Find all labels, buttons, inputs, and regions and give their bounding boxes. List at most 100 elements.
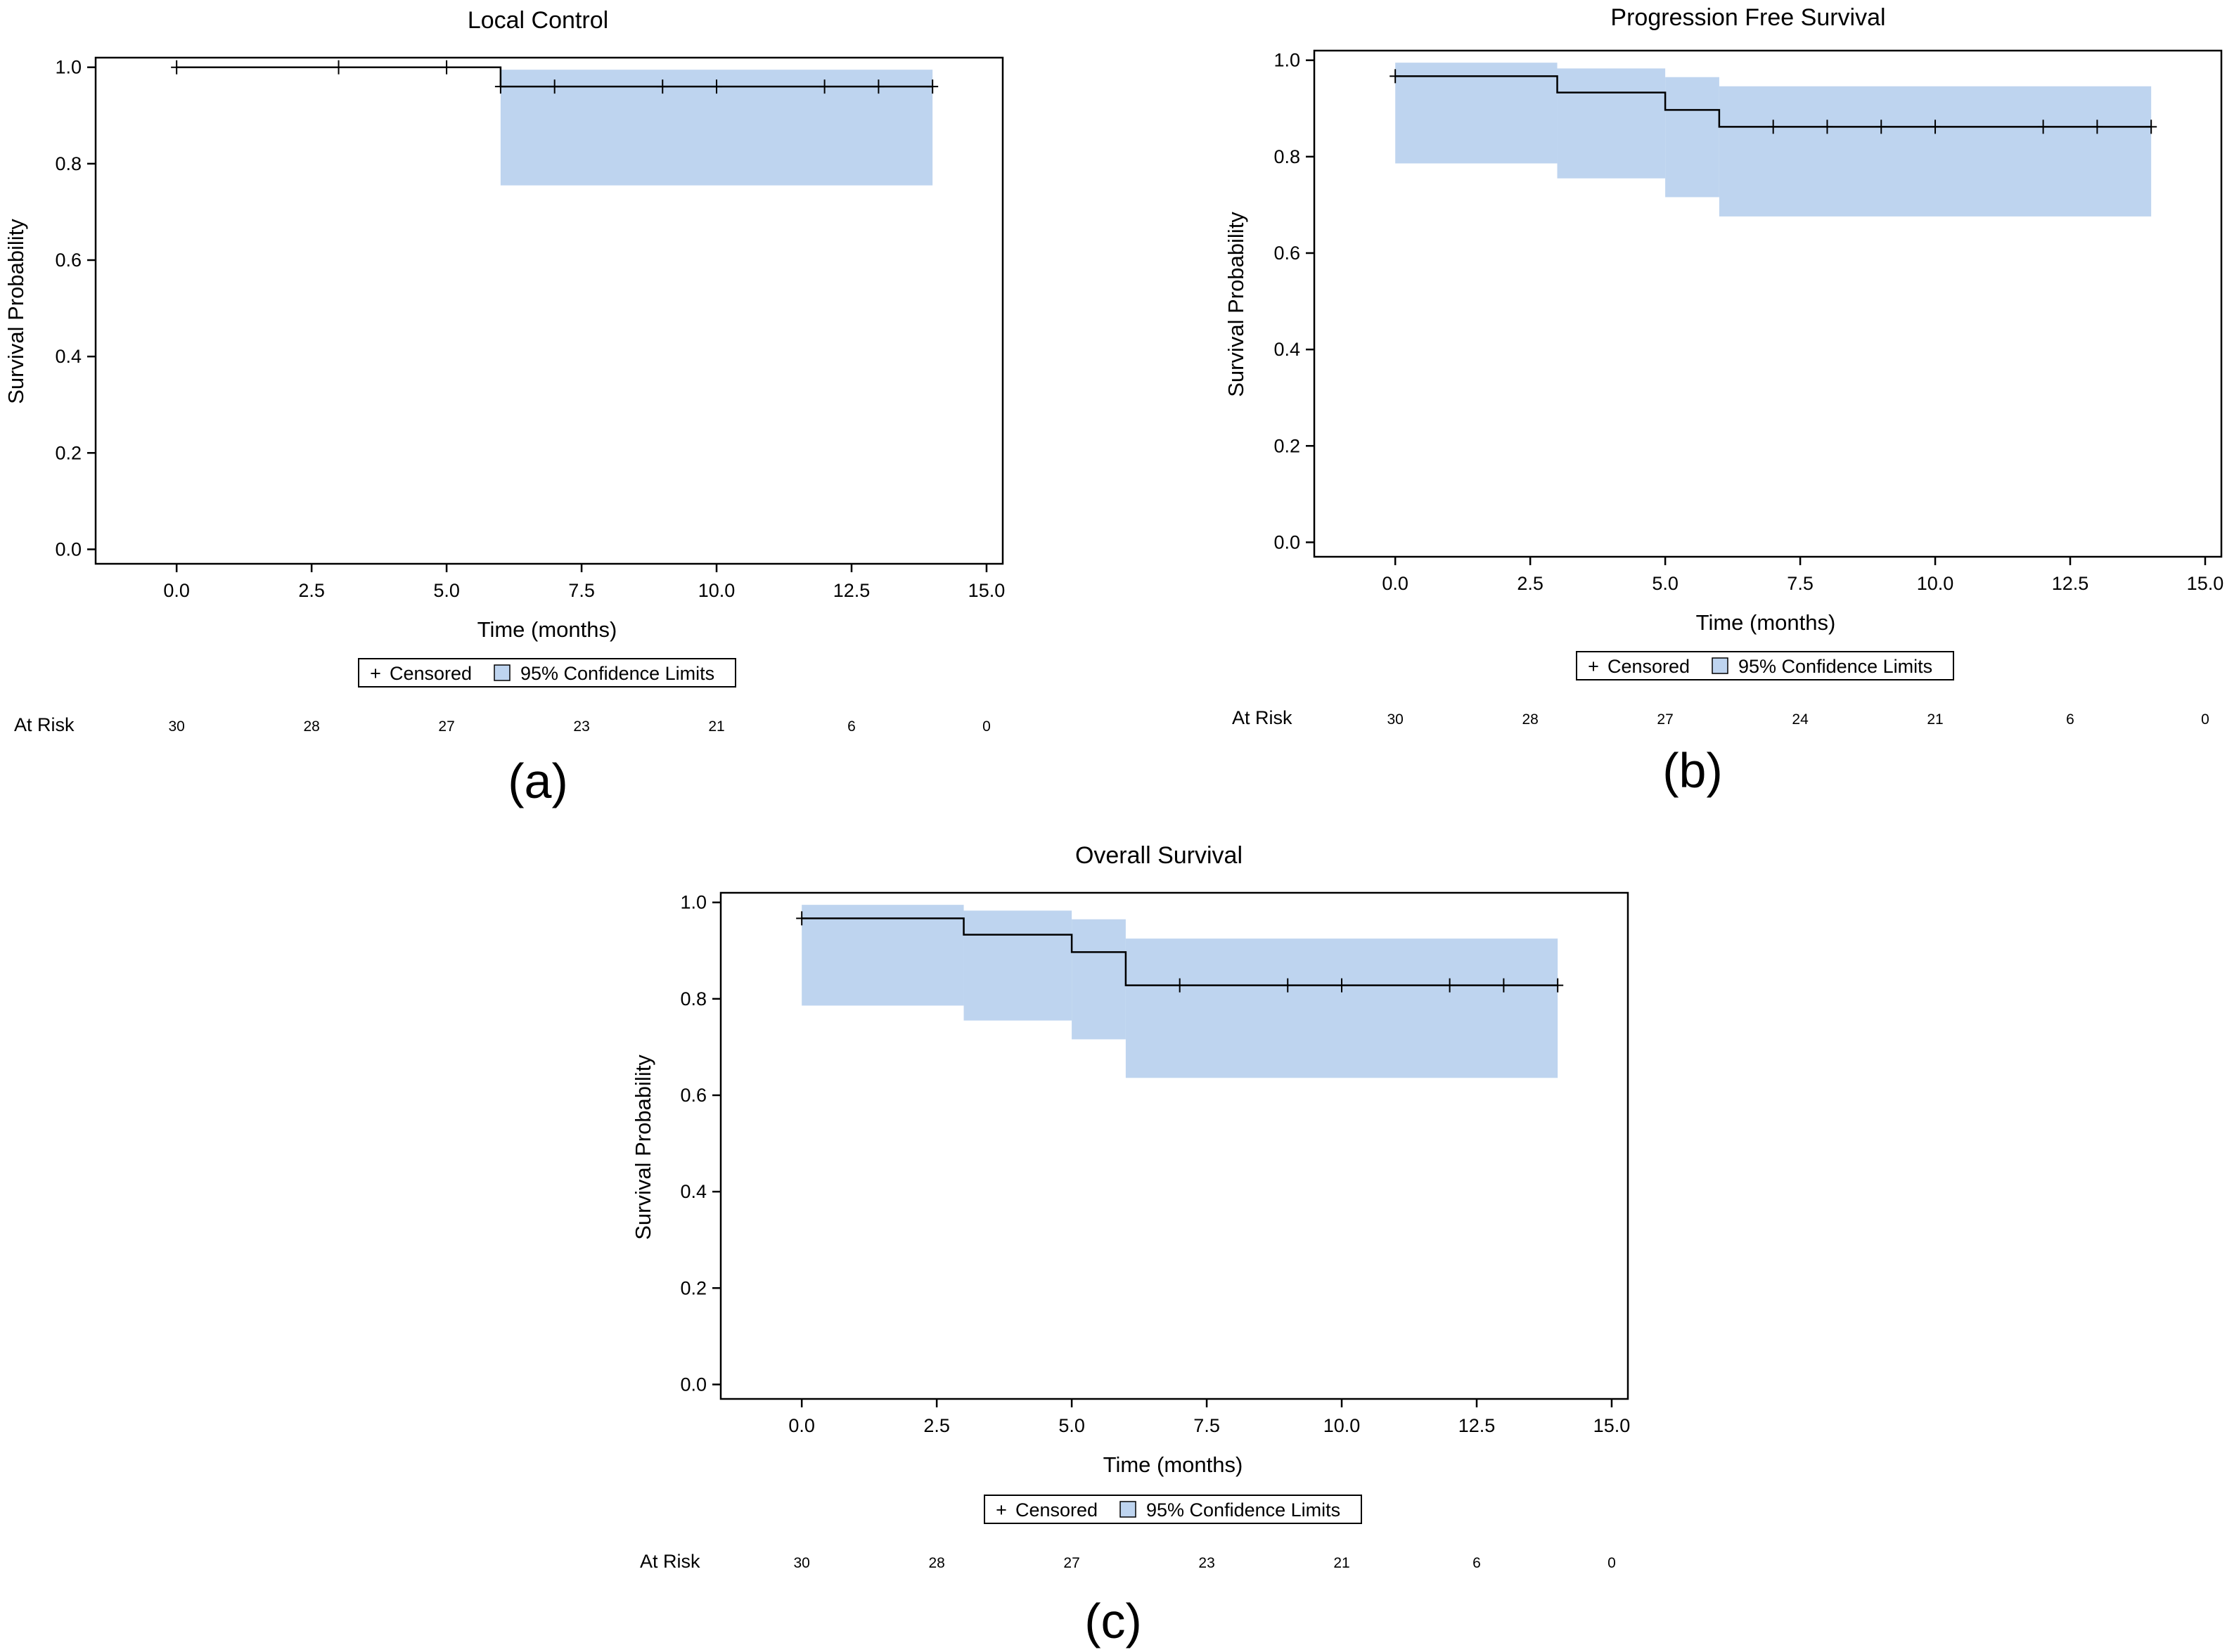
at-risk-value: 0 [2201,711,2209,728]
ci-band-segment-1 [1557,68,1666,179]
censored-marker-3 [494,79,506,94]
censored-marker-5 [2037,120,2049,134]
y-tick-label: 0.4 [680,1181,707,1202]
y-tick-label: 0.8 [55,153,82,174]
ci-band-segment-3 [1125,938,1558,1078]
at-risk-value: 6 [2066,711,2074,728]
y-axis-label: Survival Probability [1224,212,1248,397]
x-tick-label: 7.5 [1193,1415,1220,1436]
y-tick-label: 1.0 [1273,50,1300,71]
legend-ci-label: 95% Confidence Limits [520,663,714,684]
ci-band-segment-1 [963,910,1072,1021]
ci-band-segment-2 [1665,77,1719,198]
ci-band-segment-3 [1719,86,2152,217]
x-tick-label: 12.5 [2052,573,2089,594]
x-tick-label: 7.5 [568,580,595,601]
y-tick-label: 0.6 [55,250,82,271]
x-tick-label: 0.0 [163,580,190,601]
x-tick-label: 10.0 [698,580,736,601]
y-tick-label: 0.0 [680,1374,707,1395]
survival-curve-layer [802,917,1558,986]
legend: + Censored 95% Confidence Limits [984,1495,1362,1524]
censored-marker-6 [2091,120,2103,134]
y-tick-label: 0.0 [1273,531,1300,553]
legend-box [1576,651,1954,680]
censored-marker-0 [1390,69,1401,84]
at-risk-values: 30 28 27 23 21 6 0 [168,718,990,735]
at-risk-value: 21 [1927,711,1943,728]
at-risk-value: 0 [1607,1555,1616,1571]
censored-marker-6 [1552,978,1564,993]
at-risk-values: 30 28 27 24 21 6 0 [1387,711,2209,728]
panel-label: (a) [508,754,568,808]
x-tick-label: 10.0 [1323,1415,1361,1436]
censored-marker-7 [819,79,830,94]
y-tick-label: 0.0 [55,538,82,560]
censored-marker-2 [1821,120,1833,134]
at-risk-values: 30 28 27 23 21 6 0 [793,1555,1615,1571]
x-tick-label: 12.5 [833,580,871,601]
censored-marker-5 [657,79,669,94]
censored-symbol: + [1588,656,1599,677]
y-ticks: 0.0 0.2 0.4 0.6 0.8 1.0 [1273,50,1314,553]
x-axis-label: Time (months) [1103,1452,1243,1477]
y-axis-label: Survival Probability [4,219,28,404]
legend: + Censored 95% Confidence Limits [358,658,736,688]
at-risk-value: 28 [1522,711,1538,728]
x-tick-label: 5.0 [433,580,460,601]
chart-title: Progression Free Survival [1610,4,1885,31]
y-ticks: 0.0 0.2 0.4 0.6 0.8 1.0 [55,57,96,560]
x-tick-label: 10.0 [1917,573,1954,594]
at-risk-value: 6 [1472,1555,1481,1571]
censored-marker-3 [1875,120,1887,134]
at-risk-value: 21 [708,718,724,735]
y-tick-label: 1.0 [55,57,82,78]
y-tick-label: 0.4 [1273,339,1300,360]
legend-ci-swatch [1712,657,1728,674]
ci-band-segment-0 [802,905,964,1006]
at-risk-value: 0 [982,718,991,735]
plot-area-frame [719,891,1629,1400]
survival-curve [1395,75,2152,128]
y-tick-label: 0.2 [680,1277,707,1298]
y-tick-label: 1.0 [680,892,707,913]
x-tick-label: 0.0 [788,1415,815,1436]
legend-box [358,658,736,688]
x-tick-label: 2.5 [1517,573,1544,594]
censored-markers-layer [171,60,939,94]
x-tick-label: 12.5 [1458,1415,1496,1436]
censored-marker-8 [873,79,885,94]
censored-marker-9 [927,79,939,94]
at-risk-value: 28 [303,718,319,735]
x-tick-label: 15.0 [1593,1415,1631,1436]
x-ticks: 0.0 2.5 5.0 7.5 10.0 12.5 15.0 [788,1399,1630,1436]
x-tick-label: 2.5 [923,1415,950,1436]
censored-marker-1 [1767,120,1779,134]
y-tick-label: 0.8 [680,988,707,1009]
y-tick-label: 0.6 [680,1085,707,1106]
censored-marker-3 [1336,978,1348,993]
at-risk-value: 6 [847,718,856,735]
y-ticks: 0.0 0.2 0.4 0.6 0.8 1.0 [680,892,721,1395]
legend-ci-swatch [1119,1501,1136,1518]
censored-markers-layer [1390,69,2157,134]
chart-title: Overall Survival [1075,842,1243,869]
at-risk-value: 28 [928,1555,944,1571]
censored-marker-6 [711,79,723,94]
legend-ci-label: 95% Confidence Limits [1738,656,1932,677]
y-axis-label: Survival Probability [631,1054,655,1240]
x-tick-label: 7.5 [1787,573,1814,594]
x-tick-label: 2.5 [298,580,325,601]
censored-symbol: + [996,1499,1007,1521]
x-ticks: 0.0 2.5 5.0 7.5 10.0 12.5 15.0 [1382,557,2223,594]
at-risk-label: At Risk [1232,707,1292,728]
x-tick-label: 15.0 [968,580,1006,601]
ci-band-layer [802,905,1558,1078]
censored-symbol: + [370,663,381,684]
censored-marker-0 [171,60,183,75]
censored-marker-0 [796,911,808,926]
at-risk-value: 24 [1792,711,1809,728]
panel-overall-survival: Overall Survival Survival Probability 0.… [631,842,1630,1648]
survival-curve [802,917,1558,986]
at-risk-value: 27 [1063,1555,1079,1571]
